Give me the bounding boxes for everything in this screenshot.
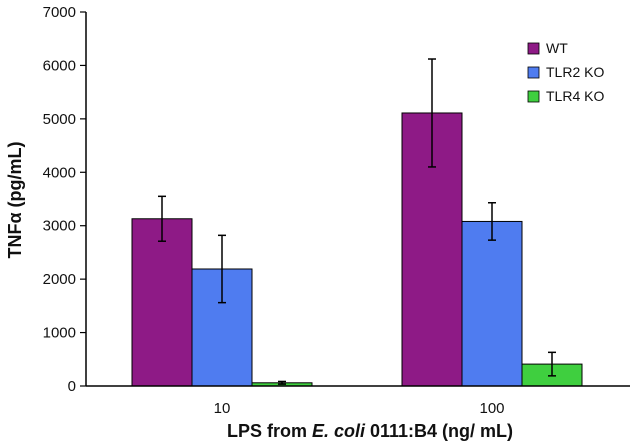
- y-tick-label: 2000: [43, 271, 76, 288]
- x-tick-label: 10: [214, 400, 231, 417]
- legend-label: WT: [546, 40, 568, 56]
- y-axis-title: TNFα (pg/mL): [5, 141, 25, 258]
- y-tick-label: 1000: [43, 325, 76, 342]
- x-axis-ticks: 10 100: [214, 400, 505, 417]
- legend-label: TLR4 KO: [546, 88, 604, 104]
- y-tick-label: 7000: [43, 4, 76, 21]
- bars: [131, 112, 583, 387]
- legend-swatch: [527, 42, 540, 55]
- y-tick-label: 3000: [43, 218, 76, 235]
- bar-wt-10: [131, 218, 193, 387]
- x-axis-title-suffix: 0111:B4 (ng/ mL): [365, 421, 513, 441]
- x-tick-label: 100: [479, 400, 504, 417]
- error-bars: [158, 58, 556, 385]
- y-tick-label: 4000: [43, 164, 76, 181]
- legend-swatch: [527, 66, 540, 79]
- x-axis-title: LPS from E. coli 0111:B4 (ng/ mL): [227, 421, 513, 441]
- y-tick-label: 0: [68, 378, 76, 395]
- y-axis-ticks: 0 1000 2000 3000 4000 5000 6000 7000: [43, 4, 86, 395]
- x-axis-title-italic: E. coli: [312, 421, 366, 441]
- legend: WT TLR2 KO TLR4 KO: [527, 40, 604, 104]
- x-axis-title-prefix: LPS from: [227, 421, 312, 441]
- bar-tlr2-ko-100: [461, 220, 523, 387]
- y-tick-label: 6000: [43, 57, 76, 74]
- legend-label: TLR2 KO: [546, 64, 604, 80]
- y-tick-label: 5000: [43, 111, 76, 128]
- axes: [85, 12, 630, 387]
- legend-swatch: [527, 90, 540, 103]
